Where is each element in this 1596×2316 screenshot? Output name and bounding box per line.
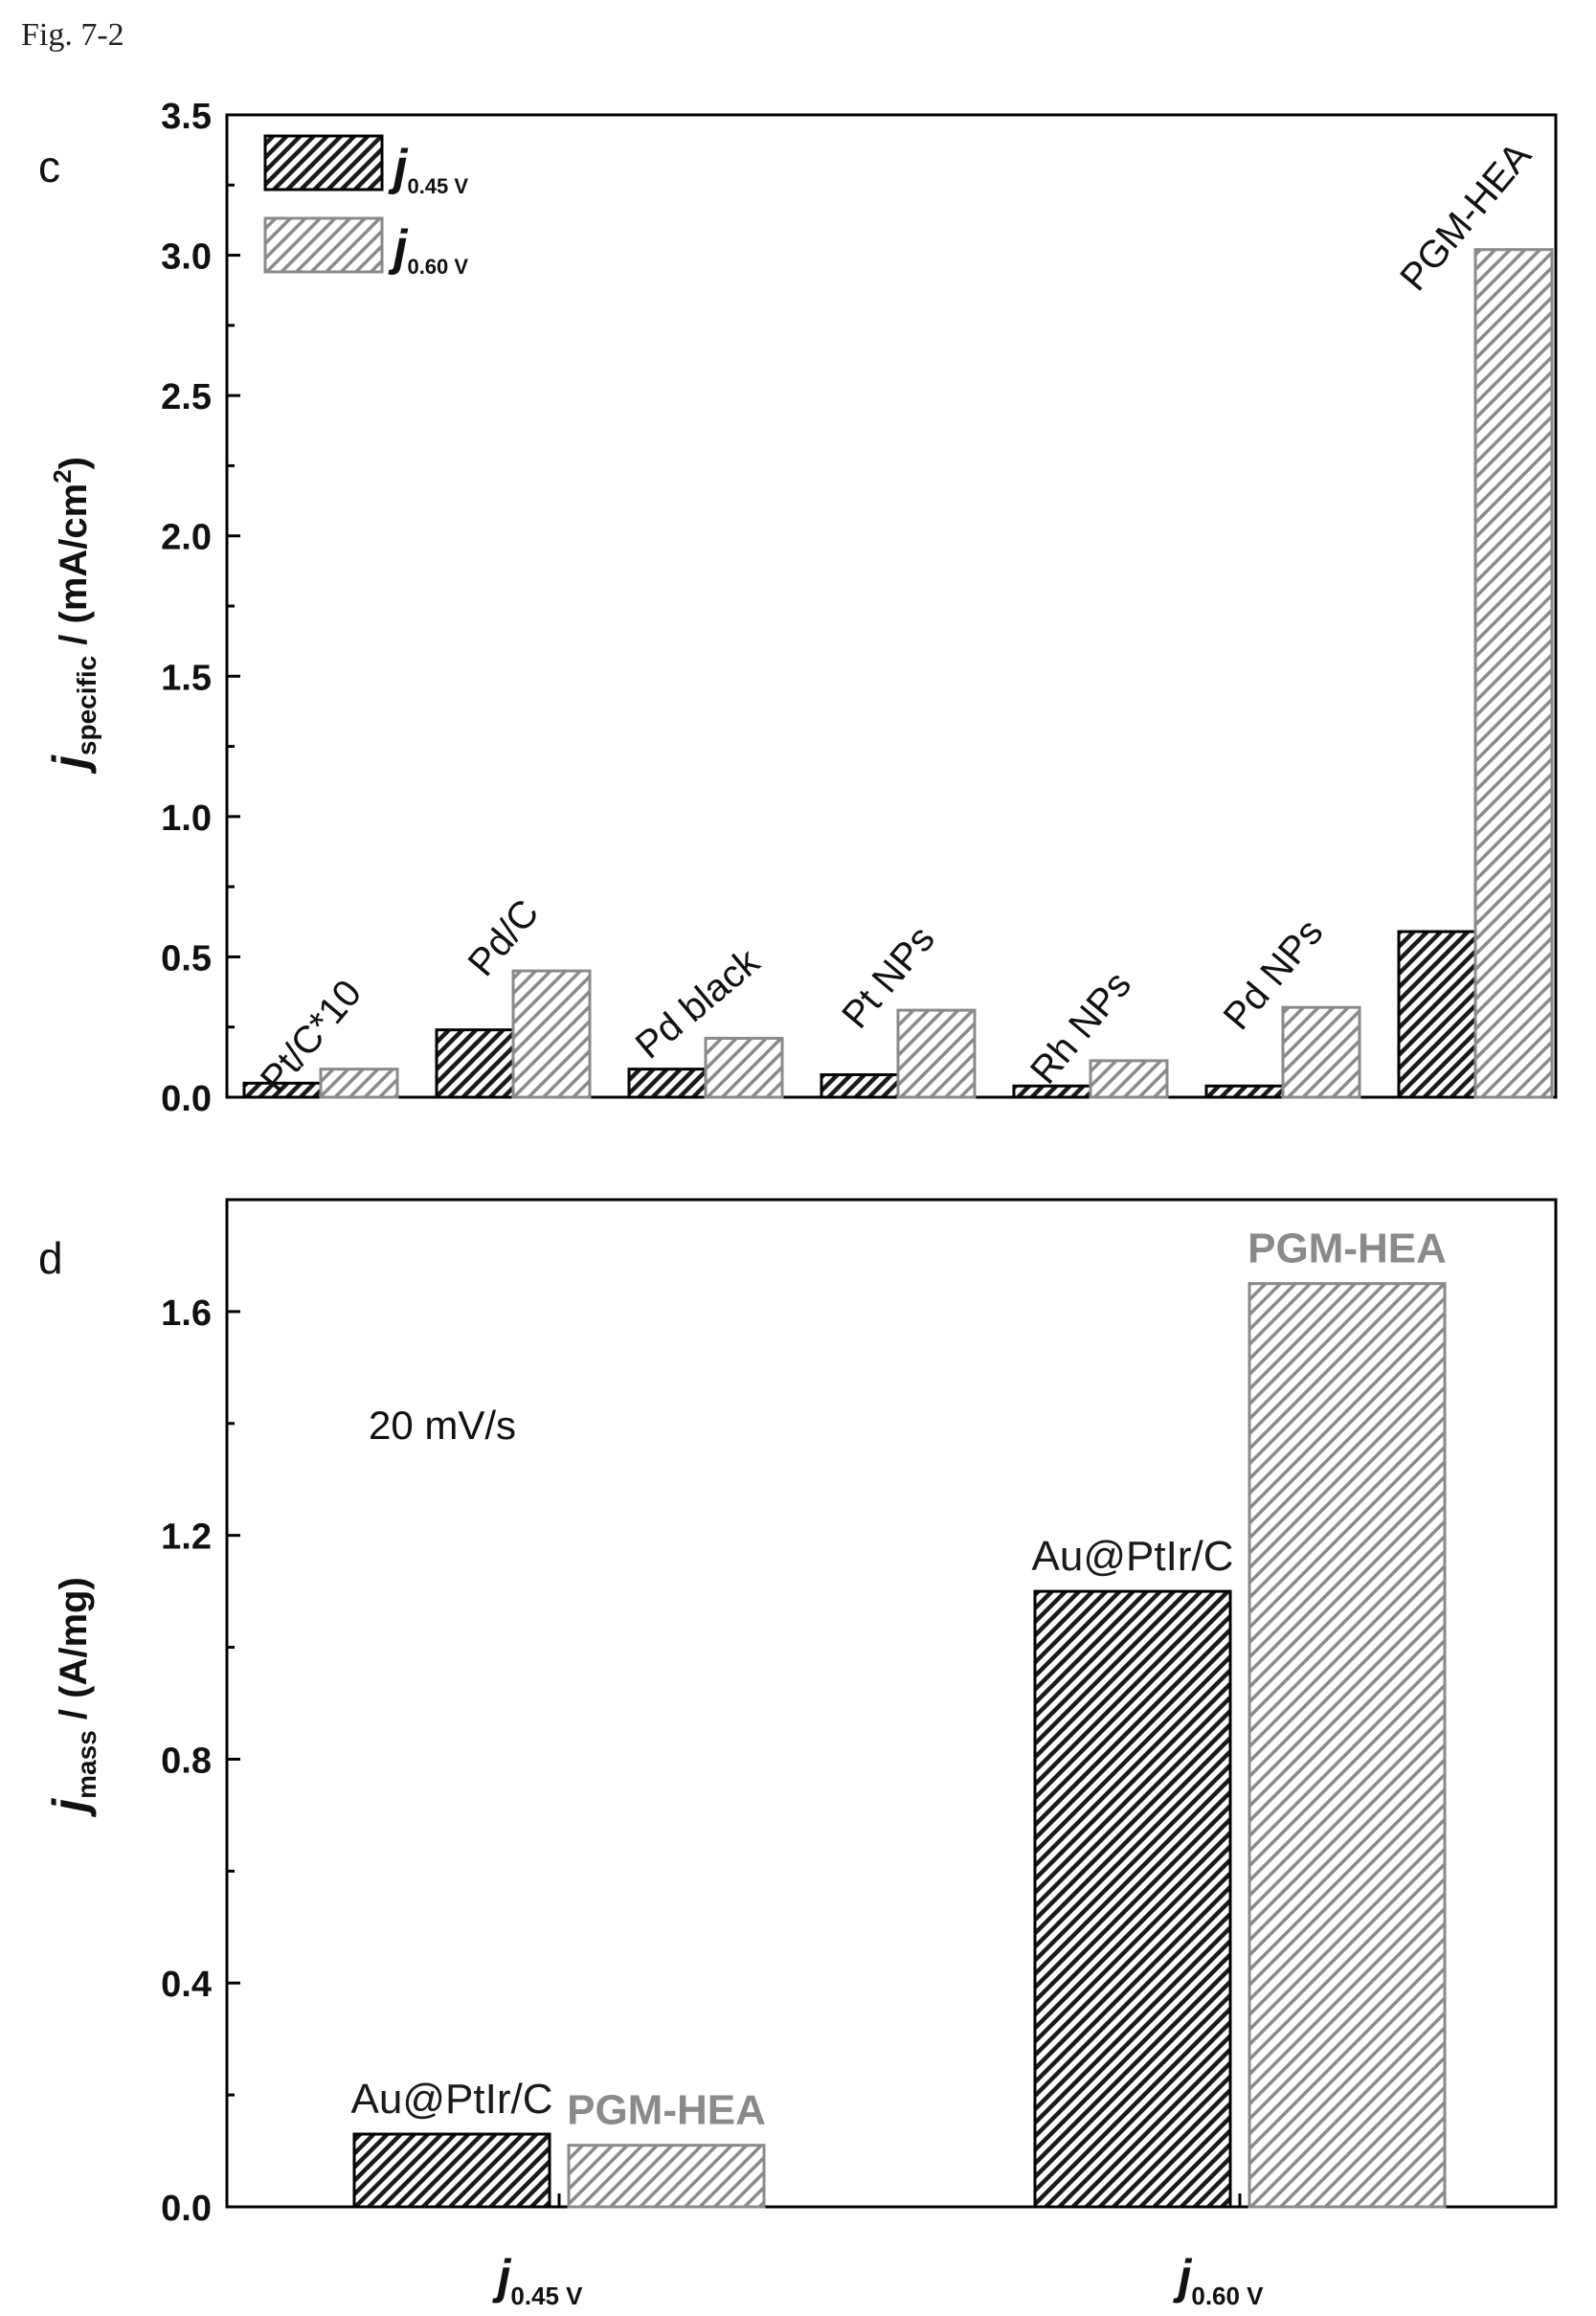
- bar-light: [896, 1008, 977, 1099]
- bar-label: Au@PtIr/C: [351, 2076, 553, 2123]
- legend-label-dark: j0.45 V: [388, 140, 468, 198]
- bar-light: [319, 1068, 399, 1099]
- y-tick-label: 3.5: [161, 97, 212, 137]
- y-tick-label: 1.2: [161, 1518, 212, 1558]
- y-tick-label: 3.0: [161, 237, 212, 278]
- panel-d-y-axis-title: jmass / (A/mg): [43, 1577, 101, 1818]
- x-category-label: j0.45 V: [491, 2250, 583, 2310]
- bar-dark: [1204, 1084, 1285, 1099]
- panel-d-letter: d: [38, 1233, 63, 1283]
- panel-c-chart: c 0.0 0.5 1.0 1.5 2.0 2.5 3.0 3.5 Pt/C*10Pd/CPd…: [38, 97, 1558, 1119]
- bar-dark: [435, 1028, 515, 1099]
- panel-c-bars: [242, 248, 1554, 1099]
- bar-dark: [627, 1068, 708, 1099]
- y-tick-label: 2.5: [161, 377, 212, 417]
- y-tick-label: 1.0: [161, 798, 212, 839]
- y-tick-label: 2.0: [161, 518, 212, 558]
- figure-label: Fig. 7-2: [21, 17, 124, 53]
- bar-dark: [352, 2132, 551, 2209]
- bar-label: Au@PtIr/C: [1032, 1533, 1234, 1580]
- legend-swatch-dark: [263, 134, 384, 191]
- bar-dark: [1033, 1589, 1232, 2209]
- panel-d-y-axis: 0.0 0.4 0.8 1.2 1.6: [161, 1198, 240, 2229]
- y-tick-label: 1.5: [161, 658, 212, 698]
- bar-label: PGM-HEA: [1248, 1225, 1447, 1272]
- legend-swatch-light: [263, 216, 384, 274]
- panel-d-category-labels: j0.45 V j0.60 V: [491, 2193, 1264, 2310]
- bar-label: PGM-HEA: [567, 2087, 766, 2134]
- panel-d-bars: [352, 1282, 1447, 2209]
- x-category-label: j0.60 V: [1172, 2250, 1264, 2310]
- panel-c-y-axis-title: jspecific / (mA/cm2): [43, 457, 101, 775]
- y-tick-label: 0.8: [161, 1741, 212, 1781]
- y-tick-label: 0.0: [161, 1079, 212, 1119]
- bar-light: [1281, 1005, 1361, 1099]
- panel-c-letter: c: [38, 142, 60, 191]
- panel-d-chart: d 0.00.40.81.21.6 Au@PtIr/C PGM-HEAAu@PtI…: [38, 1198, 1558, 2310]
- panel-c-y-axis: 0.0 0.5 1.0 1.5 2.0 2.5 3.0 3.5: [161, 97, 240, 1119]
- bar-light: [1089, 1059, 1169, 1099]
- y-tick-label: 0.0: [161, 2189, 212, 2229]
- bar-light: [704, 1036, 784, 1099]
- panel-d-bar-labels: Au@PtIr/C PGM-HEA Au@PtIr/C PGM-HEA: [351, 1225, 1447, 2134]
- panel-d-frame: [225, 1198, 1558, 2209]
- panel-d-annotation: 20 mV/s: [369, 1403, 516, 1448]
- y-tick-label: 0.4: [161, 1965, 212, 2005]
- legend-label-light: j0.60 V: [388, 220, 468, 279]
- bar-light: [567, 2144, 766, 2209]
- panel-c-legend: j0.45 V j0.60 V: [263, 134, 468, 279]
- bar-light: [1473, 248, 1554, 1099]
- y-tick-label: 1.6: [161, 1293, 212, 1334]
- bar-light: [511, 969, 592, 1099]
- bar-dark: [1397, 930, 1477, 1099]
- y-tick-label: 0.5: [161, 938, 212, 978]
- bar-light: [1248, 1282, 1447, 2209]
- bar-dark: [820, 1073, 900, 1099]
